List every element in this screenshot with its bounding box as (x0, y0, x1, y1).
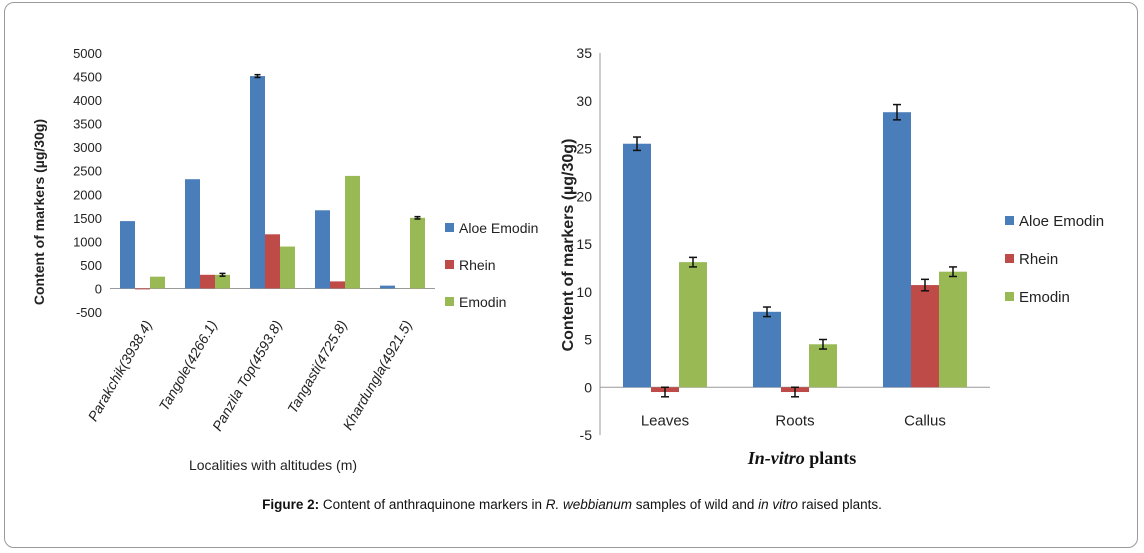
x-tick-label-leaves: Leaves (641, 412, 689, 429)
x-tick-label-panzila-top-4593-8: Panzila Top(4593.8) (209, 318, 285, 434)
bar-emodin-tangasti-4725-8 (345, 175, 360, 289)
bar-emodin-tangole-4266-1 (215, 274, 230, 289)
legend-label-emodin: Emodin (1019, 289, 1070, 306)
y-axis-title: Content of markers (µg/30g) (560, 139, 577, 352)
x-axis-title: Localities with altitudes (m) (189, 457, 357, 473)
y-tick-label: -5 (580, 427, 593, 443)
y-tick-label: 1500 (73, 211, 102, 226)
legend-label-rhein: Rhein (459, 257, 496, 273)
bar-rhein-tangole-4266-1 (200, 274, 215, 289)
x-tick-label-khardungla-4921-5: Khardungla(4921.5) (339, 318, 415, 433)
caption-invitro: in vitro (758, 497, 798, 512)
y-tick-label: 35 (576, 45, 592, 61)
x-tick-label-tangole-4266-1: Tangole(4266.1) (156, 318, 221, 414)
bar-emodin-khardungla-4921-5 (410, 217, 425, 289)
bar-aloe-emodin-tangasti-4725-8 (315, 210, 330, 289)
chart-2: -5 0 5 10 15 20 25 30 35 Leaves Roots Callus Content… (560, 45, 1104, 468)
bar-emodin-callus (939, 271, 967, 388)
legend-swatch-emodin (1005, 292, 1014, 301)
bar-emodin-roots (809, 344, 837, 388)
y-tick-label: 500 (80, 258, 102, 273)
bar-emodin-parakchik-3938-4 (150, 276, 165, 289)
x-tick-label-tangasti-4725-8: Tangasti(4725.8) (284, 318, 350, 417)
caption-text-1: Content of anthraquinone markers in (319, 497, 546, 512)
x-tick-label-callus: Callus (904, 412, 946, 429)
legend-swatch-rhein (445, 260, 454, 269)
bar-emodin-leaves (679, 262, 707, 388)
bar-aloe-emodin-parakchik-3938-4 (120, 221, 135, 289)
chart-1: -500 0 500 1000 1500 2000 2500 3000 3500 4000 4500… (31, 46, 538, 473)
caption-label: Figure 2: (262, 497, 320, 512)
y-tick-label: 20 (576, 188, 592, 204)
caption-species: R. webbianum (545, 497, 633, 512)
legend-label-aloe-emodin: Aloe Emodin (1019, 213, 1104, 230)
bar-aloe-emodin-leaves (623, 143, 651, 388)
bar-rhein-panzila-top-4593-8 (265, 234, 280, 289)
y-tick-label: 0 (95, 281, 102, 296)
y-tick-label: 4000 (73, 93, 102, 108)
bar-rhein-tangasti-4725-8 (330, 281, 345, 289)
legend-label-aloe-emodin: Aloe Emodin (459, 220, 538, 236)
y-tick-label: 4500 (73, 70, 102, 85)
y-tick-label: 2500 (73, 164, 102, 179)
y-tick-label: 3500 (73, 117, 102, 132)
bar-aloe-emodin-callus (883, 112, 911, 388)
y-tick-label: 25 (576, 141, 592, 157)
legend-label-emodin: Emodin (459, 294, 506, 310)
legend-swatch-aloe-emodin (445, 223, 454, 232)
y-tick-label: 2000 (73, 187, 102, 202)
y-tick-label: 5 (584, 332, 592, 348)
figure-frame (4, 2, 1138, 548)
y-tick-label: -500 (76, 305, 102, 320)
y-tick-label: 5000 (73, 46, 102, 61)
bar-aloe-emodin-roots (753, 311, 781, 388)
legend-swatch-aloe-emodin (1005, 216, 1014, 225)
y-tick-label: 3000 (73, 140, 102, 155)
y-tick-label: 30 (576, 93, 592, 109)
legend-label-rhein: Rhein (1019, 251, 1058, 268)
bar-aloe-emodin-khardungla-4921-5 (380, 285, 395, 289)
x-axis-title-italic: In-vitro (747, 448, 805, 468)
legend-swatch-emodin (445, 297, 454, 306)
bar-emodin-panzila-top-4593-8 (280, 246, 295, 289)
y-tick-label: 0 (584, 379, 592, 395)
bar-aloe-emodin-panzila-top-4593-8 (250, 76, 265, 289)
x-tick-label-parakchik-3938-4: Parakchik(3938.4) (84, 318, 155, 424)
x-tick-label-roots: Roots (775, 412, 814, 429)
legend-swatch-rhein (1005, 254, 1014, 263)
figure-caption: Figure 2: Content of anthraquinone marke… (0, 497, 1144, 512)
bar-aloe-emodin-tangole-4266-1 (185, 179, 200, 289)
y-tick-label: 1000 (73, 234, 102, 249)
caption-text-3: raised plants. (797, 497, 882, 512)
y-tick-label: 10 (576, 284, 592, 300)
y-tick-label: 15 (576, 236, 592, 252)
bar-rhein-callus (911, 285, 939, 388)
y-axis-title: Content of markers (µg/30g) (31, 119, 47, 305)
x-axis-title-plain: plants (805, 448, 857, 468)
bar-rhein-parakchik-3938-4 (135, 288, 150, 290)
x-axis-title: In-vitro plants (747, 448, 857, 468)
caption-text-2: samples of wild and (632, 497, 759, 512)
